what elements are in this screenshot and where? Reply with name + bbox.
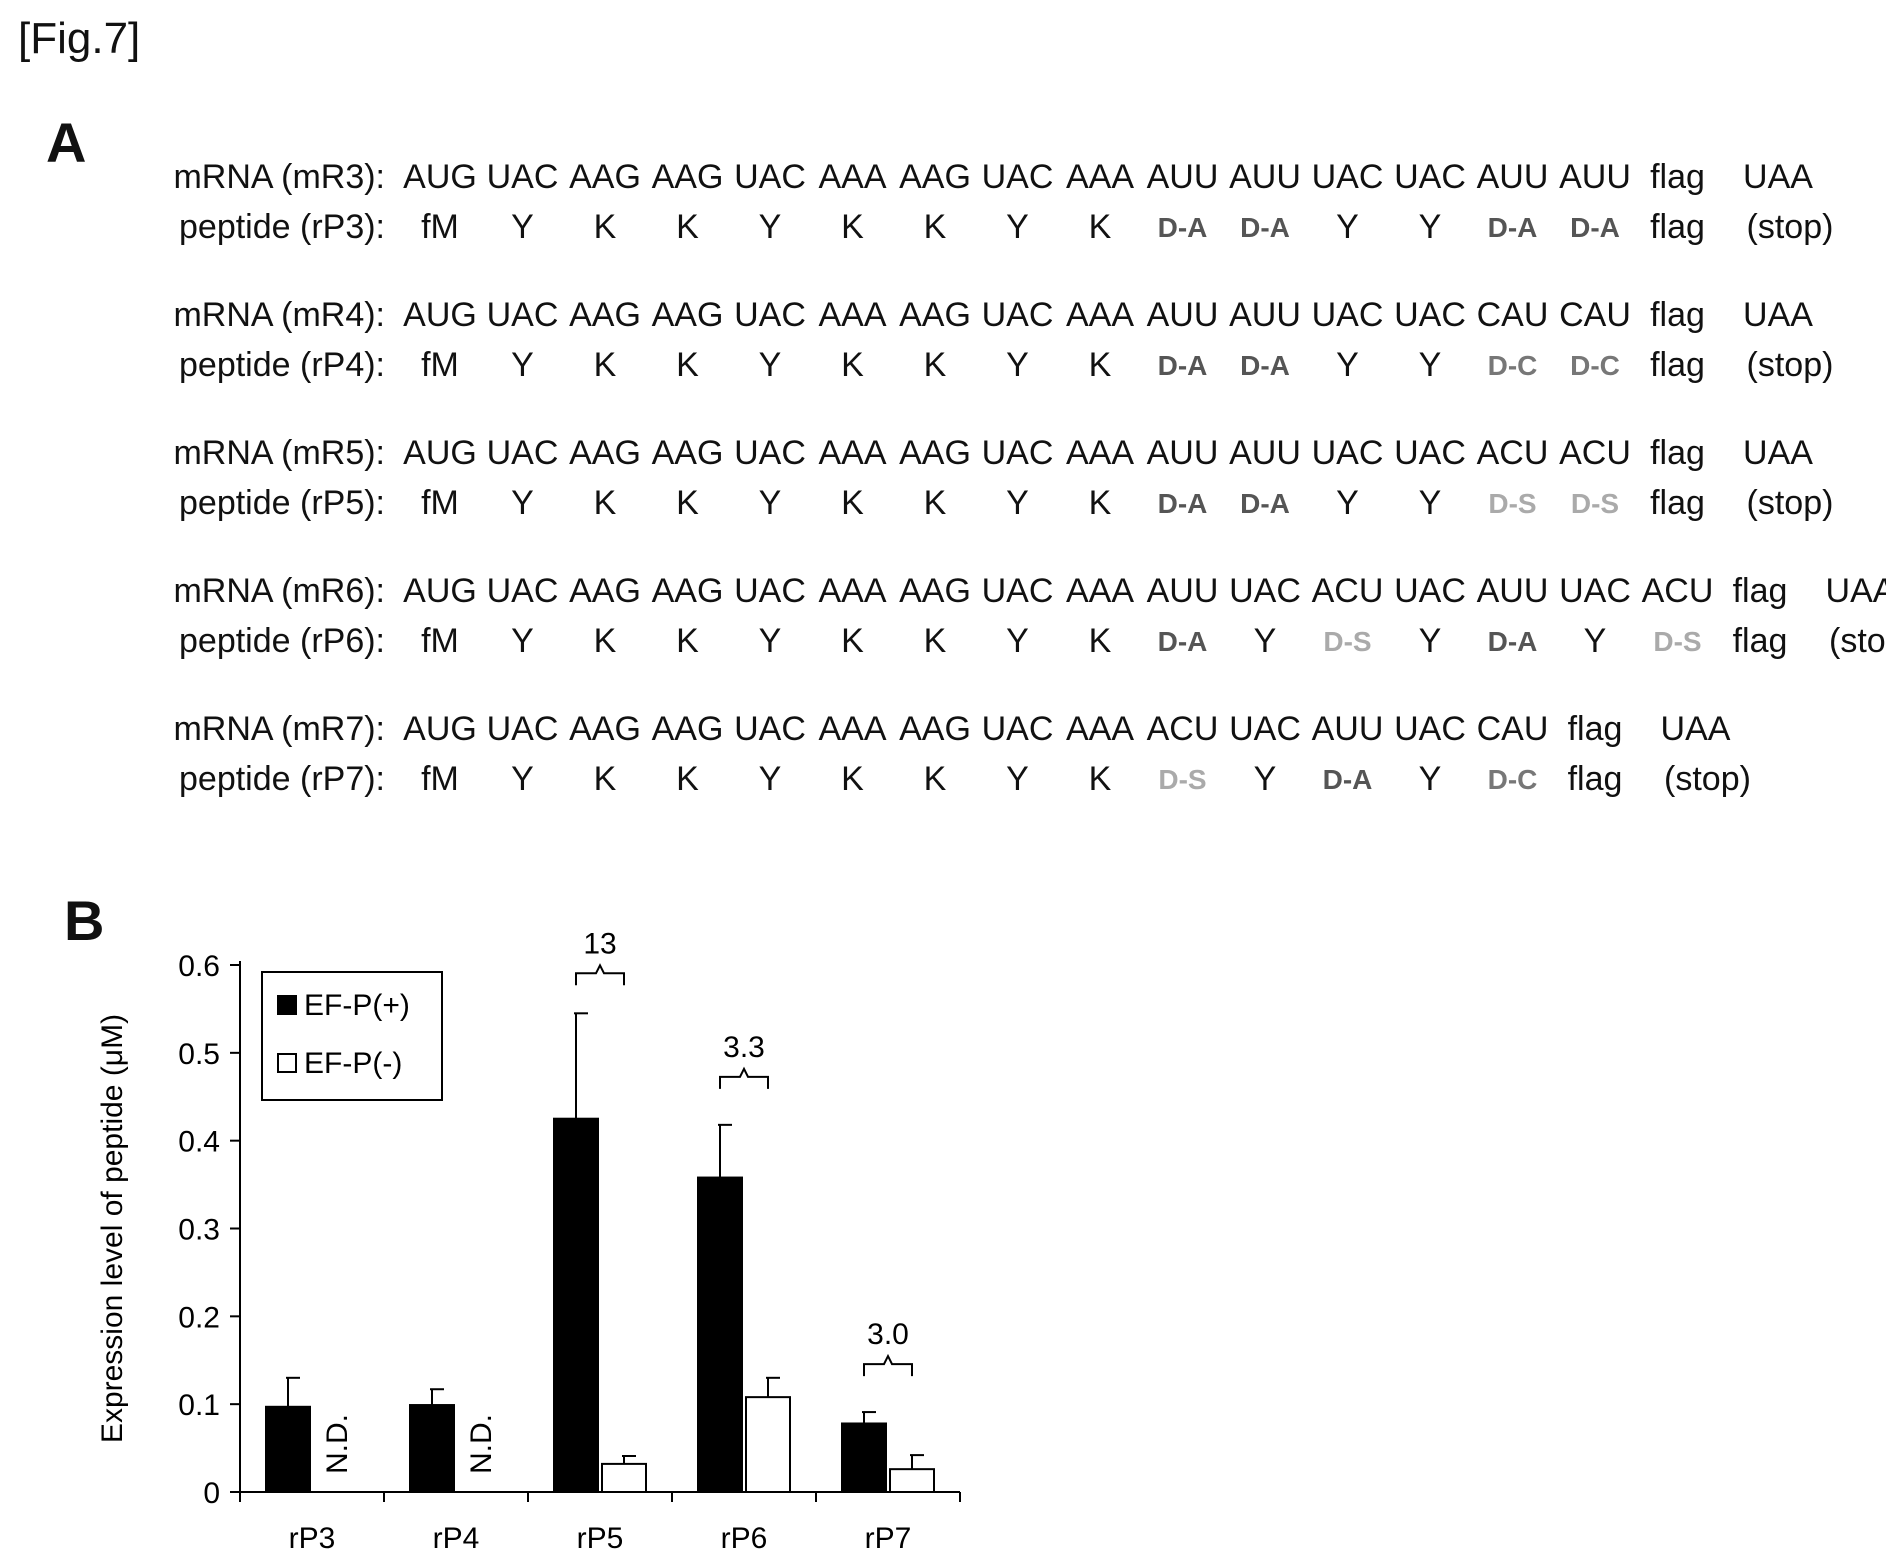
y-tick-label: 0 [203,1477,220,1510]
not-detected-label: N.D. [465,1414,498,1474]
y-tick-label: 0.4 [178,1126,220,1159]
fold-change-label: 13 [583,927,616,960]
x-tick-label: rP7 [865,1522,912,1555]
fold-change-label: 3.0 [867,1318,909,1351]
fold-change-bracket [864,1356,912,1376]
y-axis-title: Expression level of peptide (μM) [96,1014,129,1443]
y-tick-label: 0.6 [178,950,220,983]
x-tick-label: rP5 [577,1522,624,1555]
y-tick-label: 0.5 [178,1038,220,1071]
fold-change-bracket [720,1069,768,1089]
bar-ef-p-plus [266,1407,310,1492]
x-tick-label: rP6 [721,1522,768,1555]
x-tick-label: rP4 [433,1522,480,1555]
bar-ef-p-plus [554,1119,598,1492]
fold-change-bracket [576,965,624,985]
bar-ef-p-minus [602,1464,646,1492]
legend-swatch [278,1054,296,1072]
bar-ef-p-plus [410,1405,454,1492]
legend-swatch [278,996,296,1014]
bar-ef-p-minus [746,1397,790,1492]
legend-label: EF-P(-) [304,1047,402,1080]
bar-ef-p-plus [842,1423,886,1492]
x-tick-label: rP3 [289,1522,336,1555]
y-tick-label: 0.3 [178,1214,220,1247]
legend-label: EF-P(+) [304,989,410,1022]
bar-ef-p-plus [698,1178,742,1492]
y-tick-label: 0.1 [178,1389,220,1422]
not-detected-label: N.D. [321,1414,354,1474]
bar-ef-p-minus [890,1469,934,1492]
y-tick-label: 0.2 [178,1301,220,1334]
fold-change-label: 3.3 [723,1031,765,1064]
